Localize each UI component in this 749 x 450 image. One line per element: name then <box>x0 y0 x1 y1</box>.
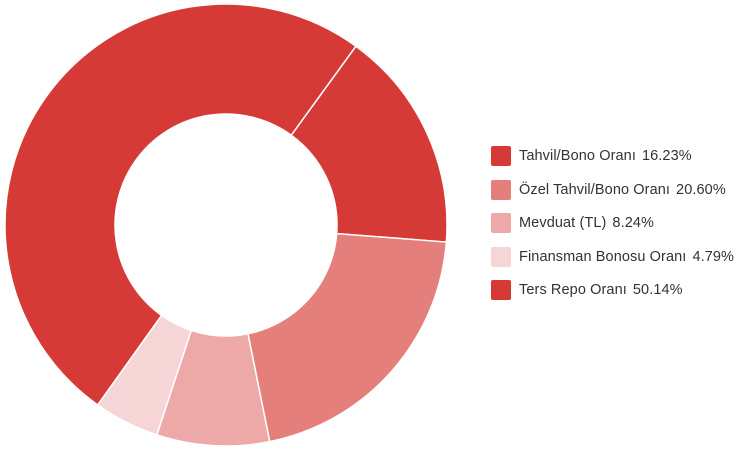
donut-slice[interactable] <box>4 3 357 406</box>
legend-swatch <box>491 146 511 166</box>
legend-swatch <box>491 213 511 233</box>
legend-label: Mevduat (TL) <box>519 215 607 231</box>
legend-swatch <box>491 246 511 267</box>
legend-label: Tahvil/Bono Oranı <box>519 148 636 164</box>
chart-legend: Tahvil/Bono Oranı 16.23% Özel Tahvil/Bono… <box>491 145 749 313</box>
legend-swatch <box>491 280 511 300</box>
legend-item[interactable]: Mevduat (TL) 8.24% <box>491 212 749 234</box>
donut-slice[interactable] <box>290 45 448 243</box>
legend-swatch <box>491 179 511 200</box>
legend-label-text: Özel Tahvil/Bono Oranı 20.60% <box>519 182 726 198</box>
donut-slice[interactable] <box>247 232 448 443</box>
legend-label: Ters Repo Oranı <box>519 282 627 298</box>
legend-value: 16.23% <box>641 148 692 164</box>
legend-item[interactable]: Tahvil/Bono Oranı 16.23% <box>491 145 749 167</box>
legend-label: Finansman Bonosu Oranı <box>519 248 687 265</box>
donut-slices <box>4 3 448 447</box>
legend-value: 50.14% <box>632 282 683 298</box>
legend-label-text: Tahvil/Bono Oranı 16.23% <box>519 148 692 164</box>
legend-label-text: Finansman Bonosu Oranı 4.79% <box>519 249 734 265</box>
legend-label-text: Mevduat (TL) 8.24% <box>519 215 654 231</box>
legend-item[interactable]: Özel Tahvil/Bono Oranı 20.60% <box>491 179 749 201</box>
legend-item[interactable]: Finansman Bonosu Oranı 4.79% <box>491 246 749 268</box>
legend-value: 4.79% <box>692 248 735 265</box>
legend-value: 20.60% <box>676 181 726 198</box>
legend-value: 8.24% <box>612 215 655 231</box>
legend-label-text: Ters Repo Oranı 50.14% <box>519 282 683 298</box>
legend-label: Özel Tahvil/Bono Oranı <box>519 181 671 198</box>
legend-item[interactable]: Ters Repo Oranı 50.14% <box>491 279 749 301</box>
